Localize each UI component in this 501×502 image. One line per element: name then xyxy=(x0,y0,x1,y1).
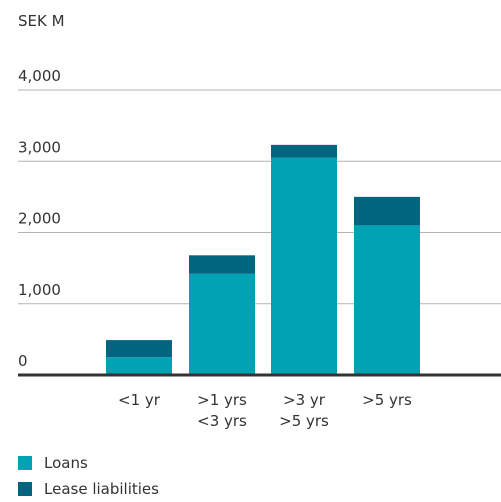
legend-item-loans: Loans xyxy=(18,450,159,476)
x-tick-label: >3 yr xyxy=(283,391,326,409)
legend-label-loans: Loans xyxy=(44,454,88,472)
bar-lease-liabilities xyxy=(189,255,255,274)
bar-loans xyxy=(106,357,172,375)
bar-lease-liabilities xyxy=(354,196,420,226)
x-tick-label: >5 yrs xyxy=(279,412,329,430)
legend-swatch-lease-liabilities xyxy=(18,482,32,496)
bar-loans xyxy=(271,157,337,375)
legend-label-lease-liabilities: Lease liabilities xyxy=(44,480,159,498)
bar-lease-liabilities xyxy=(271,144,337,158)
bar-loans xyxy=(189,273,255,375)
legend: Loans Lease liabilities xyxy=(18,450,159,502)
x-tick-label: >1 yrs xyxy=(197,391,247,409)
x-tick-label: <1 yr xyxy=(118,391,161,409)
y-tick-label: 3,000 xyxy=(18,138,61,156)
y-tick-label: 0 xyxy=(18,352,28,370)
y-tick-label: 1,000 xyxy=(18,281,61,299)
x-tick-label: <3 yrs xyxy=(197,412,247,430)
x-tick-label: >5 yrs xyxy=(362,391,412,409)
legend-swatch-loans xyxy=(18,456,32,470)
legend-item-lease-liabilities: Lease liabilities xyxy=(18,476,159,502)
y-tick-label: 4,000 xyxy=(18,67,61,85)
bar-lease-liabilities xyxy=(106,340,172,358)
bar-loans xyxy=(354,225,420,375)
y-tick-label: 2,000 xyxy=(18,210,61,228)
stacked-bar-chart: 0 1,000 2,000 3,000 4,000 <1 yr >1 yrs <3 yrs >3… xyxy=(18,67,501,430)
y-axis-unit-label: SEK M xyxy=(18,12,65,30)
